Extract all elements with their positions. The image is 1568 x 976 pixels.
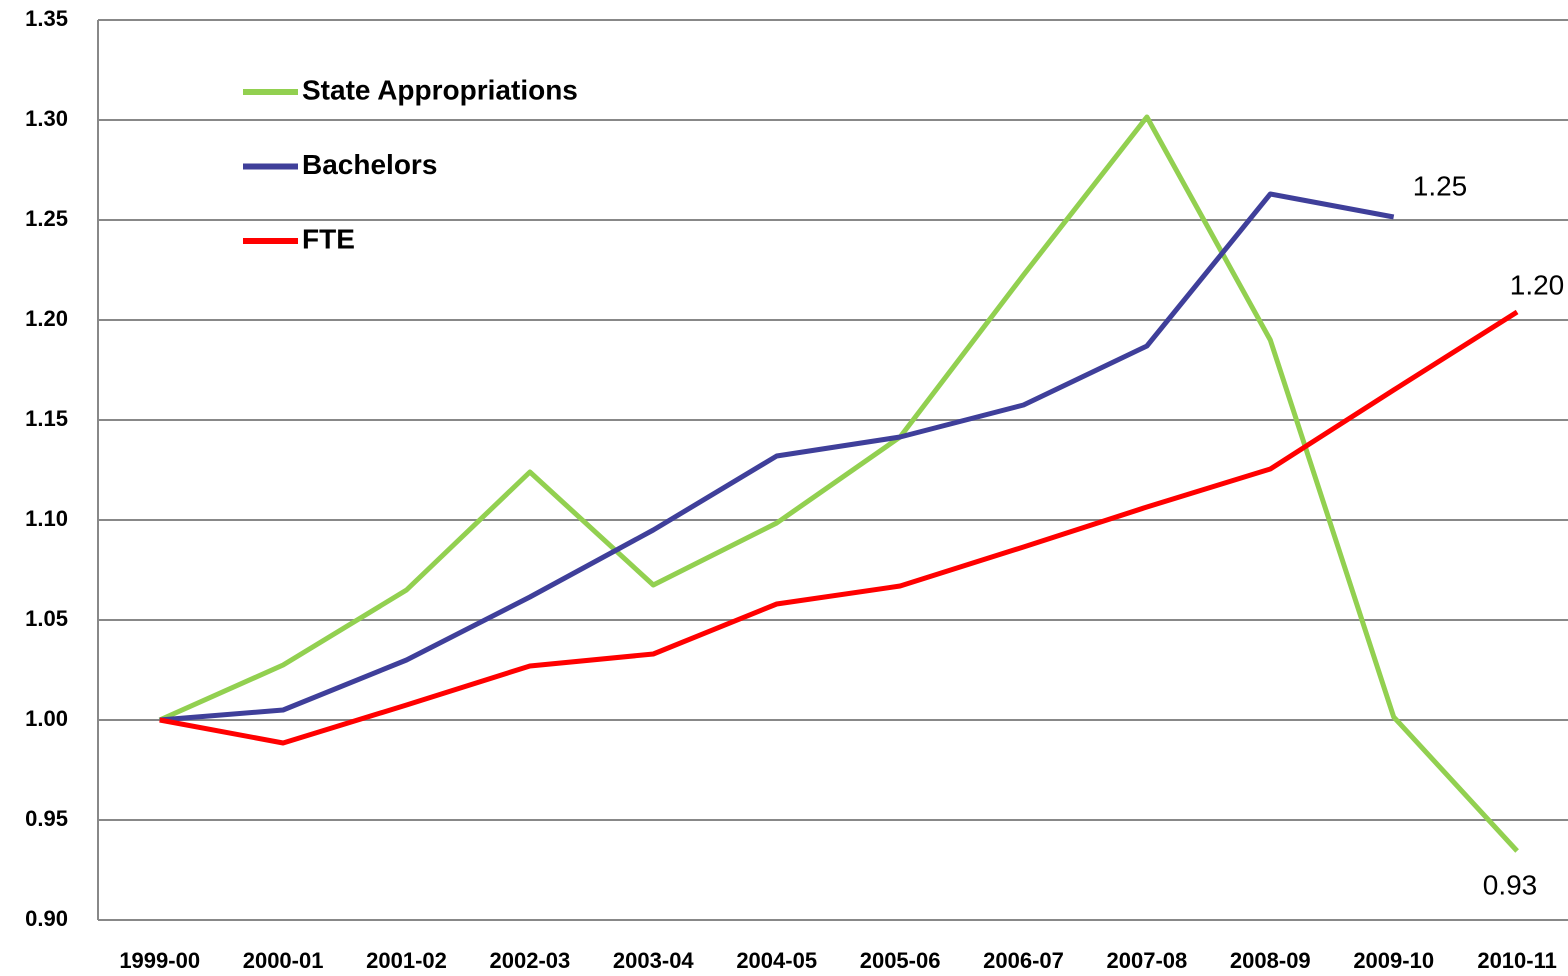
- y-tick-label: 0.90: [25, 906, 68, 931]
- x-tick-label: 2009-10: [1353, 948, 1434, 973]
- x-tick-label: 2000-01: [243, 948, 324, 973]
- x-tick-label: 2002-03: [490, 948, 571, 973]
- y-tick-label: 1.30: [25, 106, 68, 131]
- y-tick-label: 1.15: [25, 406, 68, 431]
- annotation: 1.20: [1510, 269, 1565, 300]
- series-line: [159, 309, 1519, 746]
- y-tick-label: 1.00: [25, 706, 68, 731]
- legend-label: Bachelors: [302, 149, 437, 180]
- x-tick-label: 2008-09: [1230, 948, 1311, 973]
- y-tick-label: 1.35: [25, 6, 68, 31]
- annotation: 1.25: [1413, 170, 1468, 201]
- x-tick-label: 2010-11: [1477, 948, 1557, 973]
- x-tick-label: 2001-02: [366, 948, 447, 973]
- x-tick-label: 1999-00: [119, 948, 200, 973]
- y-tick-label: 1.25: [25, 206, 68, 231]
- x-tick-label: 2007-08: [1107, 948, 1188, 973]
- y-tick-label: 1.20: [25, 306, 68, 331]
- series-line: [158, 114, 1519, 853]
- x-tick-label: 2004-05: [736, 948, 817, 973]
- series-line: [159, 191, 1395, 723]
- y-tick-label: 1.05: [25, 606, 68, 631]
- x-tick-label: 2005-06: [860, 948, 941, 973]
- y-tick-label: 1.10: [25, 506, 68, 531]
- annotation: 0.93: [1483, 869, 1538, 900]
- x-tick-label: 2003-04: [613, 948, 695, 973]
- legend-label: FTE: [302, 223, 355, 254]
- y-tick-label: 0.95: [25, 806, 68, 831]
- x-tick-label: 2006-07: [983, 948, 1064, 973]
- legend-label: State Appropriations: [302, 74, 578, 105]
